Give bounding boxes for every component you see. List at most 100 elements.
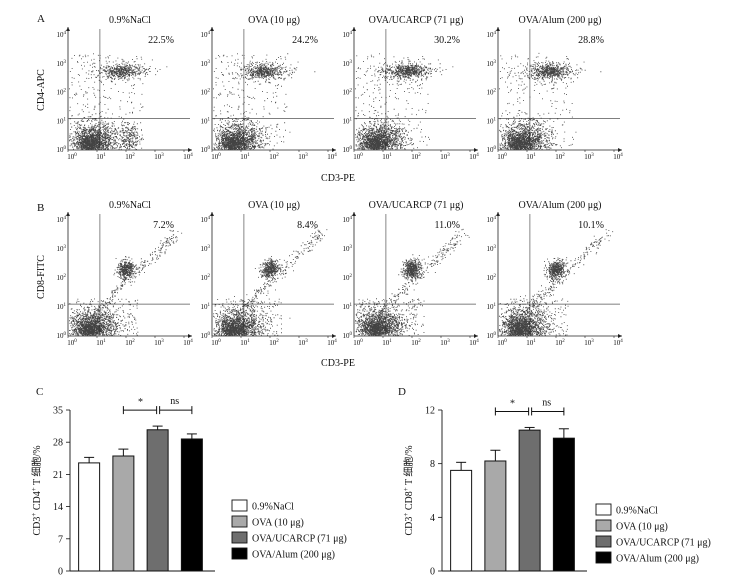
flow-y-arrow [66, 27, 70, 31]
flow-y-tick-label: 101 [487, 303, 497, 311]
flow-x-tick-label: 100 [497, 339, 507, 347]
bar-y-tick-label: 21 [53, 470, 63, 481]
flow-y-tick-label: 101 [487, 117, 497, 125]
flow-x-tick-label: 104 [183, 153, 193, 161]
bar-y-axis-label: CD3+ CD4+ T 细胞/% [30, 445, 43, 535]
flow-x-tick-label: 103 [298, 153, 308, 161]
flow-y-tick-label: 101 [201, 117, 211, 125]
flow-y-tick-label: 103 [57, 245, 67, 253]
flow-x-tick-label: 104 [613, 153, 623, 161]
flow-plot: OVA/Alum (200 μg) 10.1% 100 101 102 103 104 100… [487, 200, 624, 347]
flow-plot: OVA (10 μg) 24.2% 100 101 102 103 104 100 101 102… [201, 15, 338, 161]
flow-plot-percentage: 24.2% [292, 35, 318, 46]
flow-y-tick-label: 102 [487, 89, 497, 97]
flow-x-tick-label: 102 [411, 339, 421, 347]
flow-events [69, 229, 183, 336]
flow-x-tick-label: 100 [353, 339, 363, 347]
flow-events [499, 229, 614, 336]
bar [450, 469, 473, 572]
flow-x-tick-label: 102 [269, 153, 279, 161]
bar [146, 429, 169, 572]
flow-y-tick-label: 100 [487, 146, 497, 154]
flow-y-tick-label: 101 [57, 303, 67, 311]
flow-y-tick-label: 102 [57, 89, 67, 97]
flow-x-tick-label: 103 [154, 339, 164, 347]
legend-swatch [595, 535, 612, 548]
flow-x-tick-label: 104 [469, 153, 479, 161]
flow-y-tick-label: 100 [343, 146, 353, 154]
flow-x-tick-label: 103 [440, 339, 450, 347]
flow-x-tick-label: 103 [584, 339, 594, 347]
flow-x-tick-label: 100 [67, 153, 77, 161]
flow-y-arrow [210, 27, 214, 31]
flow-x-arrow [618, 334, 622, 338]
flow-y-tick-label: 101 [343, 303, 353, 311]
flow-events [499, 52, 602, 150]
flow-x-arrow [332, 334, 336, 338]
bar-y-tick-label: 0 [430, 567, 435, 578]
legend-label: 0.9%NaCl [252, 502, 294, 513]
bar [78, 462, 101, 572]
flow-plot-title: OVA (10 μg) [248, 15, 300, 26]
bar-y-tick-label: 8 [430, 459, 435, 470]
flow-y-tick-label: 102 [201, 89, 211, 97]
flow-y-tick-label: 104 [343, 31, 353, 39]
flow-events [69, 53, 168, 150]
flow-y-tick-label: 104 [343, 216, 353, 224]
panel-a-xlabel: CD3-PE [321, 173, 355, 184]
flow-plot-percentage: 30.2% [434, 35, 460, 46]
flow-x-tick-label: 104 [613, 339, 623, 347]
flow-y-tick-label: 102 [487, 274, 497, 282]
flow-y-tick-label: 100 [201, 146, 211, 154]
flow-x-tick-label: 100 [353, 153, 363, 161]
flow-y-tick-label: 103 [487, 60, 497, 68]
flow-x-tick-label: 103 [154, 153, 164, 161]
flow-x-arrow [618, 148, 622, 152]
bar [518, 429, 541, 572]
legend-label: OVA/Alum (200 μg) [252, 550, 335, 561]
flow-plot: OVA/Alum (200 μg) 28.8% 100 101 102 103 104 100… [487, 15, 624, 161]
flow-events [355, 228, 470, 336]
panel-c-bar-chart: 0 7 14 21 28 35 CD3+ CD4+ T 细胞/% * ns 0.9%NaCl OVA… [30, 396, 347, 577]
flow-y-tick-label: 102 [343, 89, 353, 97]
flow-plot-title: 0.9%NaCl [109, 15, 151, 26]
flow-plot-title: OVA/Alum (200 μg) [519, 15, 602, 26]
legend-label: OVA/Alum (200 μg) [616, 554, 699, 565]
flow-y-tick-label: 104 [57, 216, 67, 224]
flow-y-tick-label: 103 [343, 245, 353, 253]
flow-y-tick-label: 104 [487, 216, 497, 224]
flow-plot-percentage: 8.4% [297, 220, 318, 231]
flow-plot: 0.9%NaCl 22.5% 100 101 102 103 104 100 101 102 103… [57, 15, 194, 161]
panel-b-xlabel: CD3-PE [321, 358, 355, 369]
flow-plot-title: OVA/Alum (200 μg) [519, 200, 602, 211]
flow-x-tick-label: 100 [497, 153, 507, 161]
flow-x-tick-label: 101 [240, 339, 250, 347]
flow-plot-title: OVA/UCARCP (71 μg) [369, 200, 464, 211]
flow-x-tick-label: 103 [584, 153, 594, 161]
flow-x-arrow [188, 148, 192, 152]
flow-y-tick-label: 100 [201, 332, 211, 340]
legend-swatch [595, 503, 612, 516]
flow-x-tick-label: 102 [555, 153, 565, 161]
legend-swatch [231, 499, 248, 512]
flow-y-tick-label: 104 [487, 31, 497, 39]
flow-y-tick-label: 102 [57, 274, 67, 282]
flow-y-tick-label: 101 [201, 303, 211, 311]
flow-x-tick-label: 102 [125, 339, 135, 347]
bar-y-axis-label: CD3+ CD8+ T 细胞/% [402, 445, 415, 535]
flow-x-tick-label: 101 [240, 153, 250, 161]
flow-plot-title: 0.9%NaCl [109, 200, 151, 211]
flow-x-tick-label: 101 [526, 153, 536, 161]
legend-swatch [231, 547, 248, 560]
flow-plot-percentage: 7.2% [153, 220, 174, 231]
flow-x-tick-label: 101 [382, 153, 392, 161]
flow-x-tick-label: 101 [382, 339, 392, 347]
flow-x-tick-label: 101 [526, 339, 536, 347]
flow-x-tick-label: 102 [269, 339, 279, 347]
flow-events [355, 53, 454, 150]
flow-y-tick-label: 103 [201, 245, 211, 253]
flow-plot: OVA/UCARCP (71 μg) 11.0% 100 101 102 103 104 10… [343, 200, 480, 347]
bar [112, 455, 135, 572]
legend-swatch [231, 515, 248, 528]
